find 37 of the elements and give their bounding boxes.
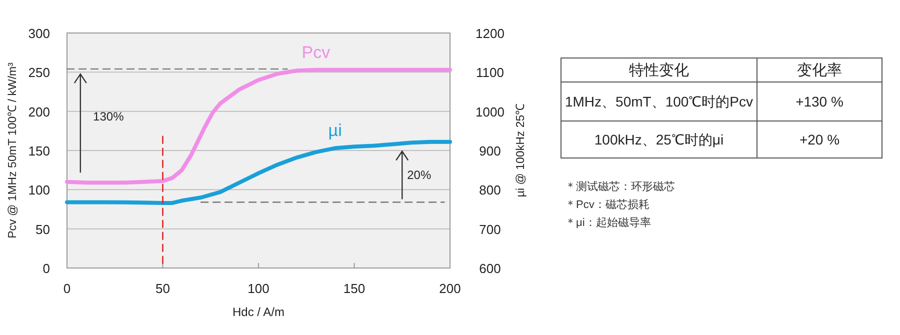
y-tick-label: 150 [28, 144, 50, 158]
text: 特性变化 [629, 62, 689, 79]
x-tick-label: 150 [343, 281, 366, 296]
x-tick-label: 0 [63, 281, 71, 296]
text: 1MHz、50mT、100℃时的Pcv [564, 94, 754, 110]
text: +20 % [799, 132, 840, 148]
text: ＊μi：起始磁导率 [565, 216, 651, 229]
x-tick-label: 100 [248, 281, 270, 296]
y2-axis-title: µi @ 100kHz 25℃ [515, 102, 527, 198]
y-tick-label: 250 [28, 65, 50, 80]
annotation: 130% [93, 109, 124, 124]
y2-tick-label: 1200 [476, 26, 504, 41]
y-axis-title: Pcv @ 1MHz 50mT 100℃ / kW/m³ [7, 62, 19, 238]
y2-tick-label: 800 [479, 182, 501, 198]
y2-tick-label: 700 [479, 222, 501, 237]
y-tick-label: 50 [36, 222, 50, 237]
text: ＊Pcv：磁芯损耗 [565, 198, 650, 211]
y2-tick-label: 900 [479, 144, 501, 158]
text: +130 % [796, 94, 844, 110]
line-series [65, 140, 452, 205]
y2-tick-label: 1100 [476, 65, 504, 80]
x-axis-title: Hdc / A/m [232, 305, 285, 319]
y2-tick-label: 1000 [476, 104, 504, 120]
x-tick-label: 200 [439, 281, 461, 296]
series-label: µi [328, 121, 342, 140]
y-tick-label: 200 [28, 104, 50, 120]
y2-tick-label: 600 [479, 261, 501, 276]
line-series [65, 68, 452, 185]
x-tick-label: 50 [156, 281, 170, 296]
text: 变化率 [797, 62, 842, 79]
y-tick-label: 300 [28, 26, 50, 41]
y-tick-label: 0 [42, 261, 50, 276]
y-tick-label: 100 [28, 182, 50, 198]
text: ＊测试磁芯：环形磁芯 [565, 180, 675, 193]
text: 100kHz、25℃时的μi [594, 132, 724, 148]
annotation: 20% [407, 168, 432, 182]
series-label: Pcv [302, 42, 331, 62]
